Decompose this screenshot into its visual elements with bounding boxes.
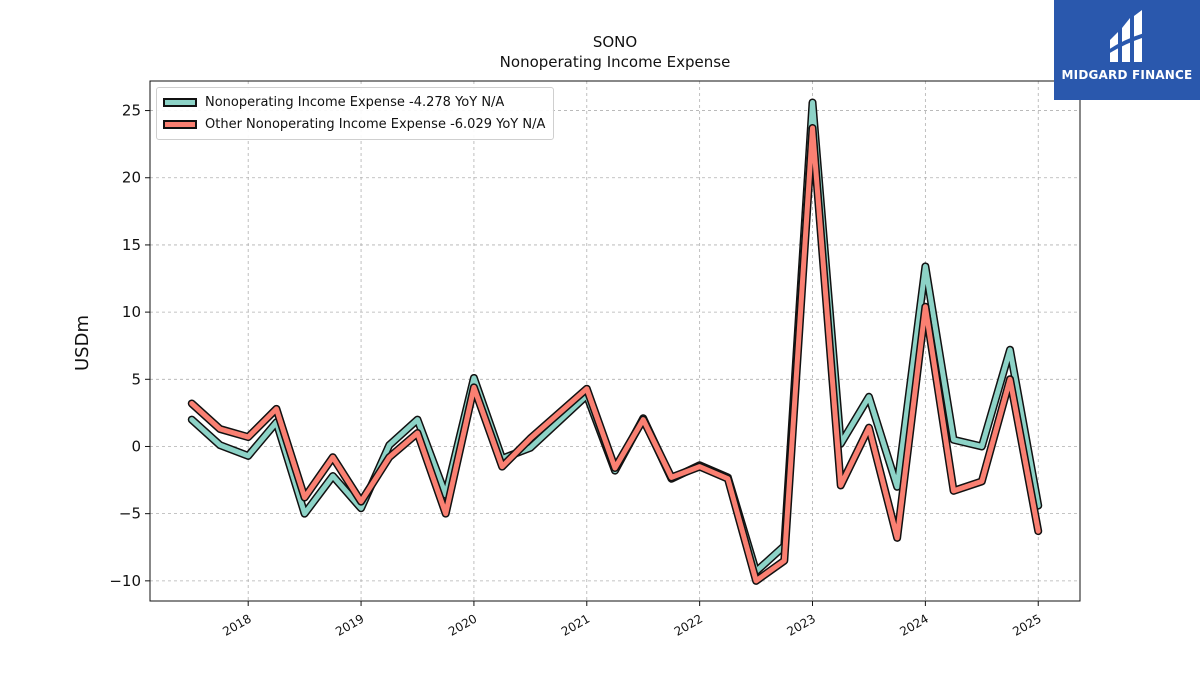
x-tick-label: 2019 bbox=[333, 611, 366, 638]
y-tick-label: 5 bbox=[131, 370, 141, 388]
series-layer bbox=[187, 98, 1043, 585]
legend-swatch-other-nonoperating bbox=[163, 119, 197, 129]
y-tick-label: 15 bbox=[122, 236, 141, 254]
x-tick-label: 2020 bbox=[446, 611, 479, 638]
legend-item-nonoperating: Nonoperating Income Expense -4.278 YoY N… bbox=[163, 91, 545, 113]
x-tick-label: 2021 bbox=[559, 611, 592, 638]
x-tick-label: 2022 bbox=[672, 611, 705, 638]
brand-logo: MIDGARD FINANCE bbox=[1054, 0, 1200, 100]
chart-subtitle: Nonoperating Income Expense bbox=[499, 53, 731, 71]
y-tick-label: 0 bbox=[131, 437, 141, 455]
x-tick-label: 2023 bbox=[785, 611, 818, 638]
y-tick-label: −5 bbox=[119, 505, 141, 523]
x-axis: 2018 2019 2020 2021 2022 2023 2024 2025 bbox=[220, 601, 1044, 639]
midgard-logo-icon bbox=[1108, 10, 1148, 62]
y-tick-label: 25 bbox=[122, 102, 141, 120]
series-line-other-nonoperating bbox=[189, 125, 1041, 584]
x-tick-label: 2018 bbox=[220, 611, 253, 638]
y-axis-label: USDm bbox=[72, 315, 93, 371]
grid-lines bbox=[150, 81, 1080, 601]
legend-item-other-nonoperating: Other Nonoperating Income Expense -6.029… bbox=[163, 113, 545, 135]
y-tick-label: −10 bbox=[109, 572, 141, 590]
y-tick-label: 10 bbox=[122, 303, 141, 321]
chart-title-block: SONO Nonoperating Income Expense bbox=[150, 32, 1080, 72]
brand-name: MIDGARD FINANCE bbox=[1061, 68, 1193, 82]
legend-label-nonoperating: Nonoperating Income Expense -4.278 YoY N… bbox=[205, 94, 505, 110]
chart-title: SONO bbox=[592, 33, 638, 51]
x-tick-label: 2025 bbox=[1010, 611, 1043, 638]
plot-frame bbox=[149, 80, 1081, 602]
x-tick-label: 2024 bbox=[897, 611, 930, 638]
legend: Nonoperating Income Expense -4.278 YoY N… bbox=[156, 87, 555, 140]
series-outline-nonoperating bbox=[187, 98, 1043, 576]
y-tick-label: 20 bbox=[122, 169, 141, 187]
y-axis: −10 −5 0 5 10 15 20 25 bbox=[109, 102, 150, 590]
legend-label-other-nonoperating: Other Nonoperating Income Expense -6.029… bbox=[205, 116, 546, 132]
legend-swatch-nonoperating bbox=[163, 97, 197, 107]
